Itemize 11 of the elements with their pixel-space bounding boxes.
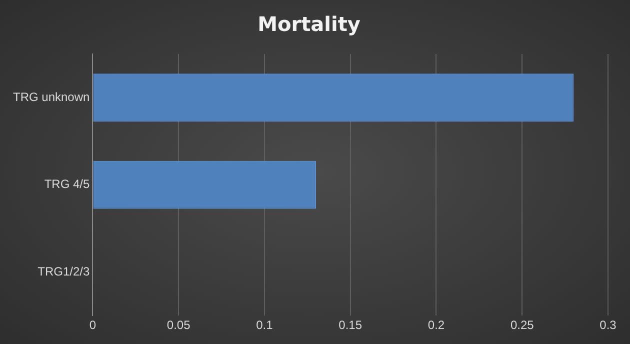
y-tick-label: TRG 4/5 bbox=[44, 177, 90, 192]
y-tick-label: TRG unknown bbox=[12, 90, 90, 104]
chart-title: Mortality bbox=[258, 12, 360, 36]
y-tick-label: TRG1/2/3 bbox=[38, 264, 90, 278]
x-tick-label: 0.25 bbox=[510, 318, 534, 332]
x-tick-label: 0.05 bbox=[166, 318, 191, 332]
x-tick-label: 0.15 bbox=[338, 318, 362, 332]
x-tick-label: 0.2 bbox=[428, 318, 445, 332]
x-tick-label: 0.1 bbox=[256, 318, 274, 332]
x-tick-label: 0.3 bbox=[600, 318, 617, 332]
x-tick-label: 0 bbox=[89, 318, 96, 332]
